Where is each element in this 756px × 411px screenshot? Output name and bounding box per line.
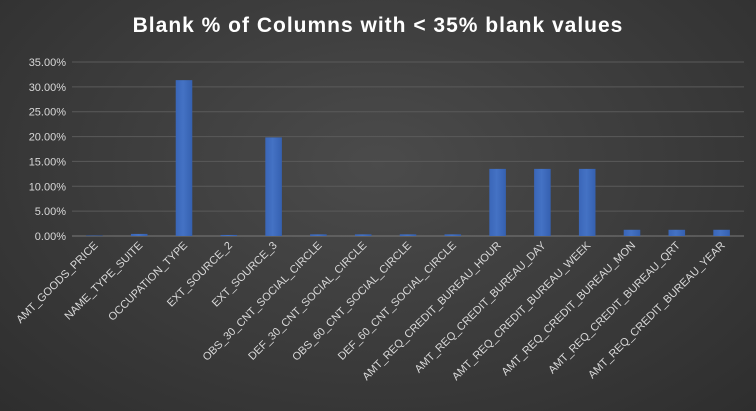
- bar: [444, 234, 462, 236]
- bar: [354, 234, 372, 236]
- bar: [668, 229, 686, 236]
- y-tick-label: 20.00%: [29, 132, 67, 144]
- bar: [130, 233, 148, 236]
- bar: [399, 234, 417, 236]
- bar: [623, 229, 641, 236]
- y-tick-label: 30.00%: [29, 82, 67, 94]
- bar: [578, 168, 596, 236]
- bar: [713, 229, 730, 236]
- bar: [489, 168, 506, 236]
- x-tick-label: OCCUPATION_TYPE: [106, 240, 190, 324]
- y-tick-label: 25.00%: [29, 107, 67, 119]
- bar: [310, 234, 327, 236]
- x-tick-label: NAME_TYPE_SUITE: [62, 240, 145, 323]
- bar: [220, 234, 238, 236]
- y-tick-label: 5.00%: [35, 206, 66, 218]
- bar: [534, 168, 551, 236]
- y-tick-label: 0.00%: [35, 231, 66, 243]
- y-tick-label: 10.00%: [29, 181, 67, 193]
- bar: [265, 137, 282, 236]
- bar: [175, 80, 193, 236]
- x-tick-label: AMT_GOODS_PRICE: [14, 240, 100, 326]
- y-tick-label: 35.00%: [29, 57, 67, 69]
- bar: [86, 235, 103, 237]
- chart-title: Blank % of Columns with < 35% blank valu…: [132, 14, 624, 37]
- y-tick-label: 15.00%: [29, 156, 67, 168]
